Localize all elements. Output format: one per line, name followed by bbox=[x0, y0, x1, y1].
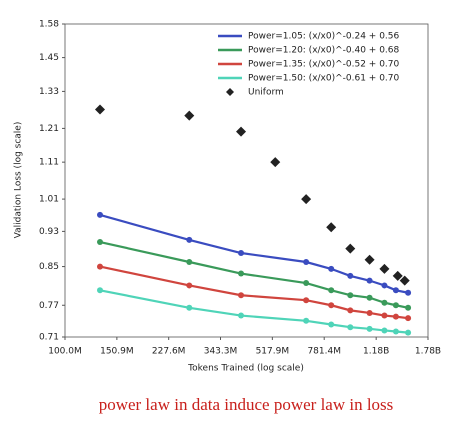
y-tick-label: 1.01 bbox=[39, 195, 59, 205]
point bbox=[97, 263, 104, 270]
point bbox=[379, 263, 390, 274]
legend-label: Power=1.05: (x/x0)^-0.24 + 0.56 bbox=[248, 32, 400, 42]
point bbox=[381, 312, 388, 319]
y-tick-label: 0.85 bbox=[39, 262, 59, 272]
point bbox=[364, 254, 375, 265]
legend-label: Power=1.35: (x/x0)^-0.52 + 0.70 bbox=[248, 60, 400, 70]
x-tick-label: 517.9M bbox=[256, 347, 290, 357]
legend-label: Power=1.50: (x/x0)^-0.61 + 0.70 bbox=[248, 74, 400, 84]
point bbox=[184, 110, 195, 121]
point bbox=[392, 287, 399, 294]
x-tick-label: 1.78B bbox=[415, 347, 441, 357]
point bbox=[405, 289, 412, 296]
point bbox=[326, 222, 337, 233]
caption: power law in data induce power law in lo… bbox=[99, 395, 394, 414]
y-tick-label: 1.11 bbox=[39, 158, 59, 168]
point bbox=[381, 299, 388, 306]
point bbox=[392, 270, 403, 281]
point bbox=[238, 312, 245, 319]
point bbox=[238, 292, 245, 299]
y-tick-label: 1.45 bbox=[39, 53, 59, 63]
y-tick-label: 1.58 bbox=[39, 20, 59, 30]
series-line bbox=[99, 213, 409, 294]
point bbox=[186, 259, 193, 266]
point bbox=[186, 236, 193, 243]
point bbox=[238, 250, 245, 257]
point bbox=[97, 287, 104, 294]
point bbox=[303, 317, 310, 324]
series-line bbox=[99, 289, 409, 334]
point bbox=[345, 243, 356, 254]
point bbox=[303, 259, 310, 266]
legend-label: Uniform bbox=[248, 88, 284, 98]
point bbox=[405, 304, 412, 311]
x-tick-label: 1.18B bbox=[363, 347, 389, 357]
point bbox=[236, 126, 247, 137]
point bbox=[303, 297, 310, 304]
point bbox=[366, 294, 373, 301]
point bbox=[328, 321, 335, 328]
plot-frame bbox=[64, 23, 429, 338]
point bbox=[97, 211, 104, 218]
point bbox=[301, 194, 312, 205]
series-line bbox=[99, 265, 409, 320]
point bbox=[392, 313, 399, 320]
point bbox=[347, 307, 354, 314]
point bbox=[366, 309, 373, 316]
series-line bbox=[99, 240, 409, 309]
point bbox=[405, 315, 412, 322]
y-tick-label: 0.71 bbox=[39, 333, 59, 343]
point bbox=[347, 324, 354, 331]
point bbox=[347, 292, 354, 299]
x-tick-label: 150.9M bbox=[100, 347, 134, 357]
legend-marker bbox=[226, 88, 234, 96]
point bbox=[186, 304, 193, 311]
point bbox=[95, 104, 106, 115]
point bbox=[347, 272, 354, 279]
legend-label: Power=1.20: (x/x0)^-0.40 + 0.68 bbox=[248, 46, 400, 56]
point bbox=[392, 328, 399, 335]
point bbox=[238, 270, 245, 277]
point bbox=[366, 277, 373, 284]
point bbox=[270, 157, 281, 168]
x-tick-label: 343.3M bbox=[204, 347, 238, 357]
point bbox=[328, 302, 335, 309]
y-tick-label: 1.33 bbox=[39, 87, 59, 97]
point bbox=[399, 275, 410, 286]
y-tick-label: 0.77 bbox=[39, 301, 59, 311]
point bbox=[392, 302, 399, 309]
point bbox=[303, 280, 310, 287]
point bbox=[97, 239, 104, 246]
point bbox=[328, 265, 335, 272]
y-axis-label: Validation Loss (log scale) bbox=[14, 122, 24, 239]
point bbox=[381, 282, 388, 289]
x-axis-label: Tokens Trained (log scale) bbox=[187, 364, 304, 374]
point bbox=[366, 325, 373, 332]
point bbox=[381, 327, 388, 334]
x-tick-label: 100.0M bbox=[48, 347, 82, 357]
y-tick-label: 1.21 bbox=[39, 124, 59, 134]
point bbox=[328, 287, 335, 294]
point bbox=[186, 282, 193, 289]
point bbox=[405, 329, 412, 336]
x-tick-label: 781.4M bbox=[307, 347, 341, 357]
y-tick-label: 0.93 bbox=[39, 227, 59, 237]
x-tick-label: 227.6M bbox=[152, 347, 186, 357]
